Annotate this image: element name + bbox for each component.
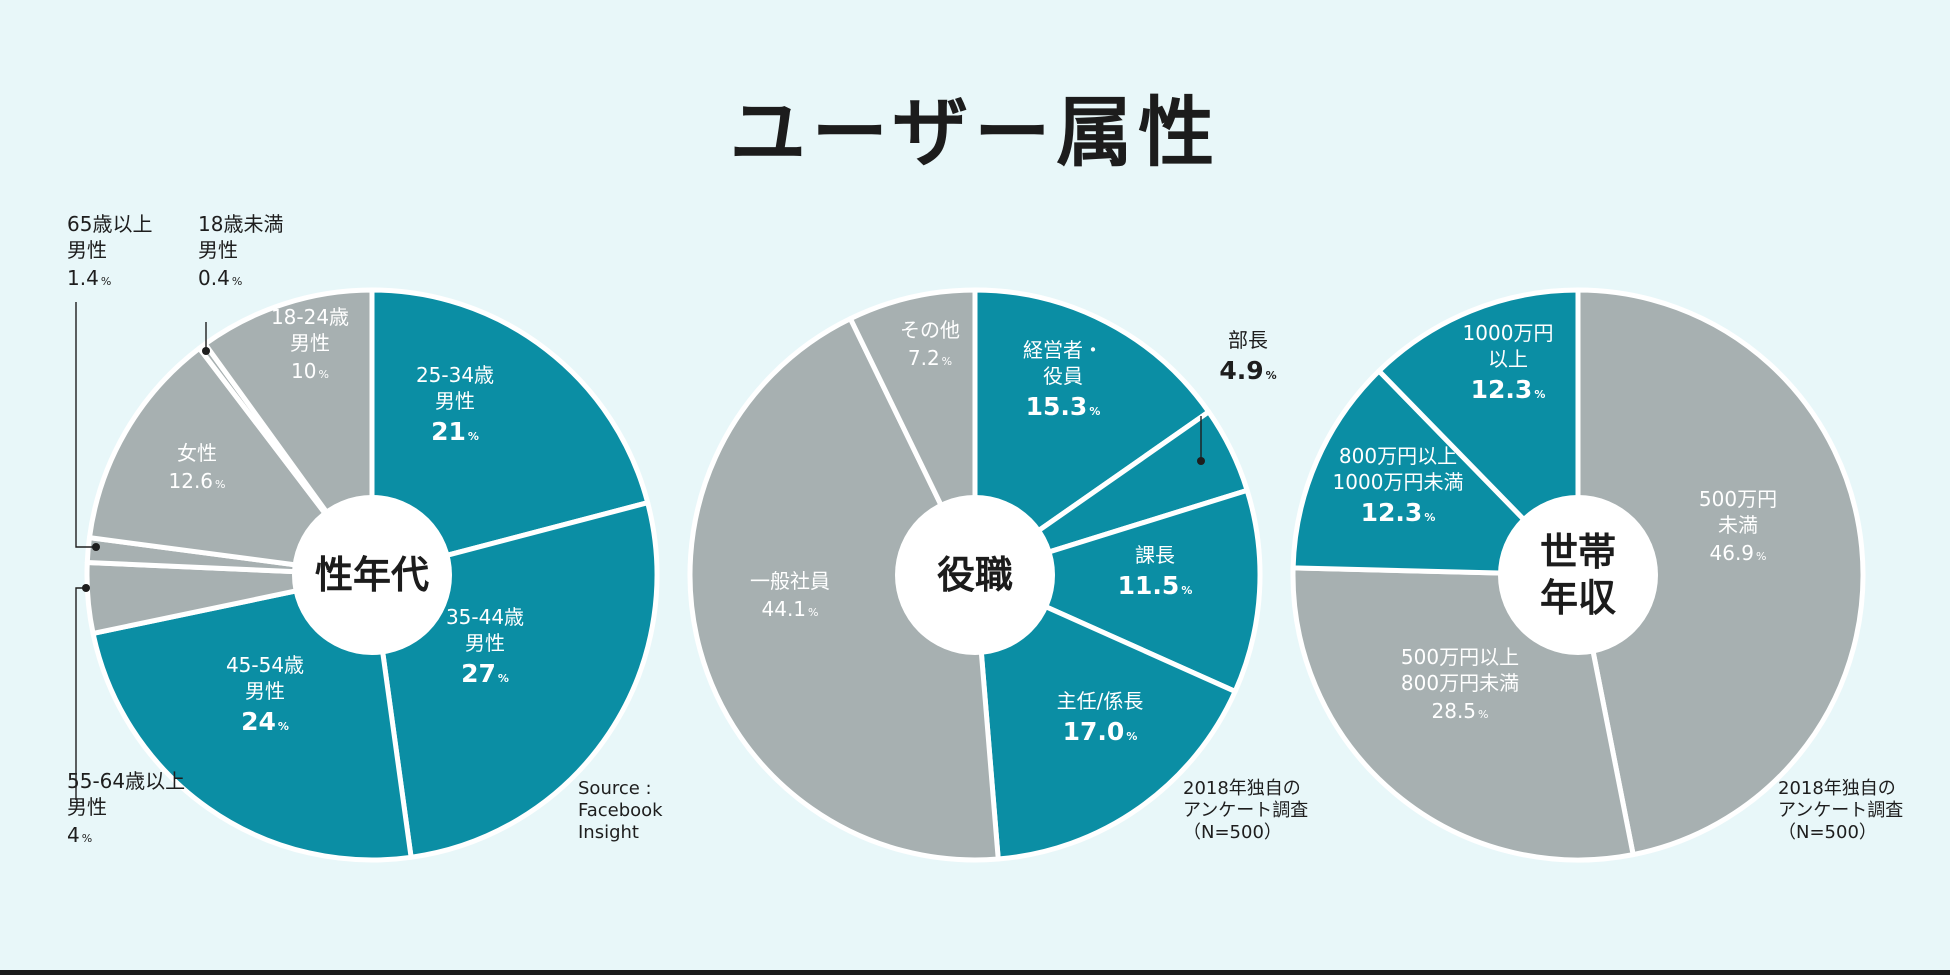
slice-label: 以上 [1488,347,1528,371]
pie-slice [687,316,1001,863]
slice-label: 男性 [290,331,330,355]
slice-value: 27% [461,659,509,688]
slice-value: 4% [67,823,92,847]
slice-label: 800万円以上 [1339,444,1457,468]
source-note-2: 2018年独自の アンケート調査 （N=500） [1183,778,1309,843]
slice-value: 0.4% [198,266,242,290]
leader-dot [1197,457,1205,465]
leader-dot [82,584,90,592]
slice-label: 1000万円未満 [1333,470,1464,494]
slice-label: 課長 [1135,543,1175,567]
slice-value: 21% [431,417,479,446]
pie-center [292,495,452,655]
slice-label: 女性 [177,441,217,465]
slice-label: 未満 [1718,513,1758,537]
pie-center-label: 性年代 [315,553,429,597]
slice-label: 500万円以上 [1401,645,1519,669]
slice-value: 46.9% [1710,541,1767,565]
slice-value: 15.3% [1026,392,1101,421]
page-title: ユーザー属性 [729,88,1221,177]
leader-line [75,302,96,548]
source-note-3: 2018年独自の アンケート調査 （N=500） [1778,778,1904,843]
slice-value: 4.9% [1219,356,1276,385]
slice-label: 経営者・ [1023,338,1103,362]
pie-center [1498,495,1658,655]
slice-label: その他 [900,318,960,342]
slice-value: 7.2% [908,346,952,370]
slice-label: 男性 [198,238,238,262]
slice-label: 男性 [435,389,475,413]
slice-value: 12.3% [1471,375,1546,404]
pie-slice [86,345,375,578]
slice-label: 45-54歳 [226,653,304,677]
source-note-1: Source : Facebook Insight [578,778,663,843]
pie-slice [1376,287,1581,578]
bottom-bar [0,970,1950,975]
pie-center-label: 年収 [1540,576,1616,620]
slice-value: 1.4% [67,266,111,290]
slice-label: 男性 [465,631,505,655]
pie-center-label: 世帯 [1540,530,1616,574]
slice-value: 12.3% [1361,498,1436,527]
slice-label: 一般社員 [750,569,830,593]
slice-value: 24% [241,707,289,736]
pie-slice [369,287,651,578]
slice-value: 44.1% [762,597,819,621]
slice-label: 役員 [1043,364,1083,388]
leader-dot [202,347,210,355]
slice-label: 800万円未満 [1401,671,1519,695]
pie-center-label: 役職 [937,553,1013,597]
slice-label: 18歳未満 [198,212,283,236]
slice-label: 65歳以上 [67,212,152,236]
pie-center [895,495,1055,655]
pie-slice [1575,287,1866,858]
slice-label: 55-64歳以上 [67,769,185,793]
slice-label: 18-24歳 [271,305,349,329]
slice-value: 10% [291,359,329,383]
slice-label: 男性 [67,238,107,262]
slice-label: 25-34歳 [416,363,494,387]
slice-label: 500万円 [1699,487,1777,511]
slice-label: 1000万円 [1463,321,1554,345]
pie-slice [972,487,1263,694]
slice-label: 男性 [245,679,285,703]
slice-value: 17.0% [1063,717,1138,746]
pie-slice [972,287,1212,578]
pie-slice [202,287,375,578]
leader-dot [92,543,100,551]
slice-label: 部長 [1228,328,1268,352]
slice-value: 12.6% [169,469,226,493]
slice-value: 28.5% [1432,699,1489,723]
pie-slice [972,572,1238,862]
slice-label: 35-44歳 [446,605,524,629]
pie-slice [90,572,414,863]
slice-value: 11.5% [1118,571,1193,600]
slice-label: 主任/係長 [1057,689,1144,713]
pie-chart-2: 役職 経営者・役員 15.3 % 部長 4.9 % 課長 11.5 % 主任/係長 17.0 % 一般社員… [687,287,1277,863]
slice-label: 男性 [67,795,107,819]
pie-slice [1290,368,1581,578]
